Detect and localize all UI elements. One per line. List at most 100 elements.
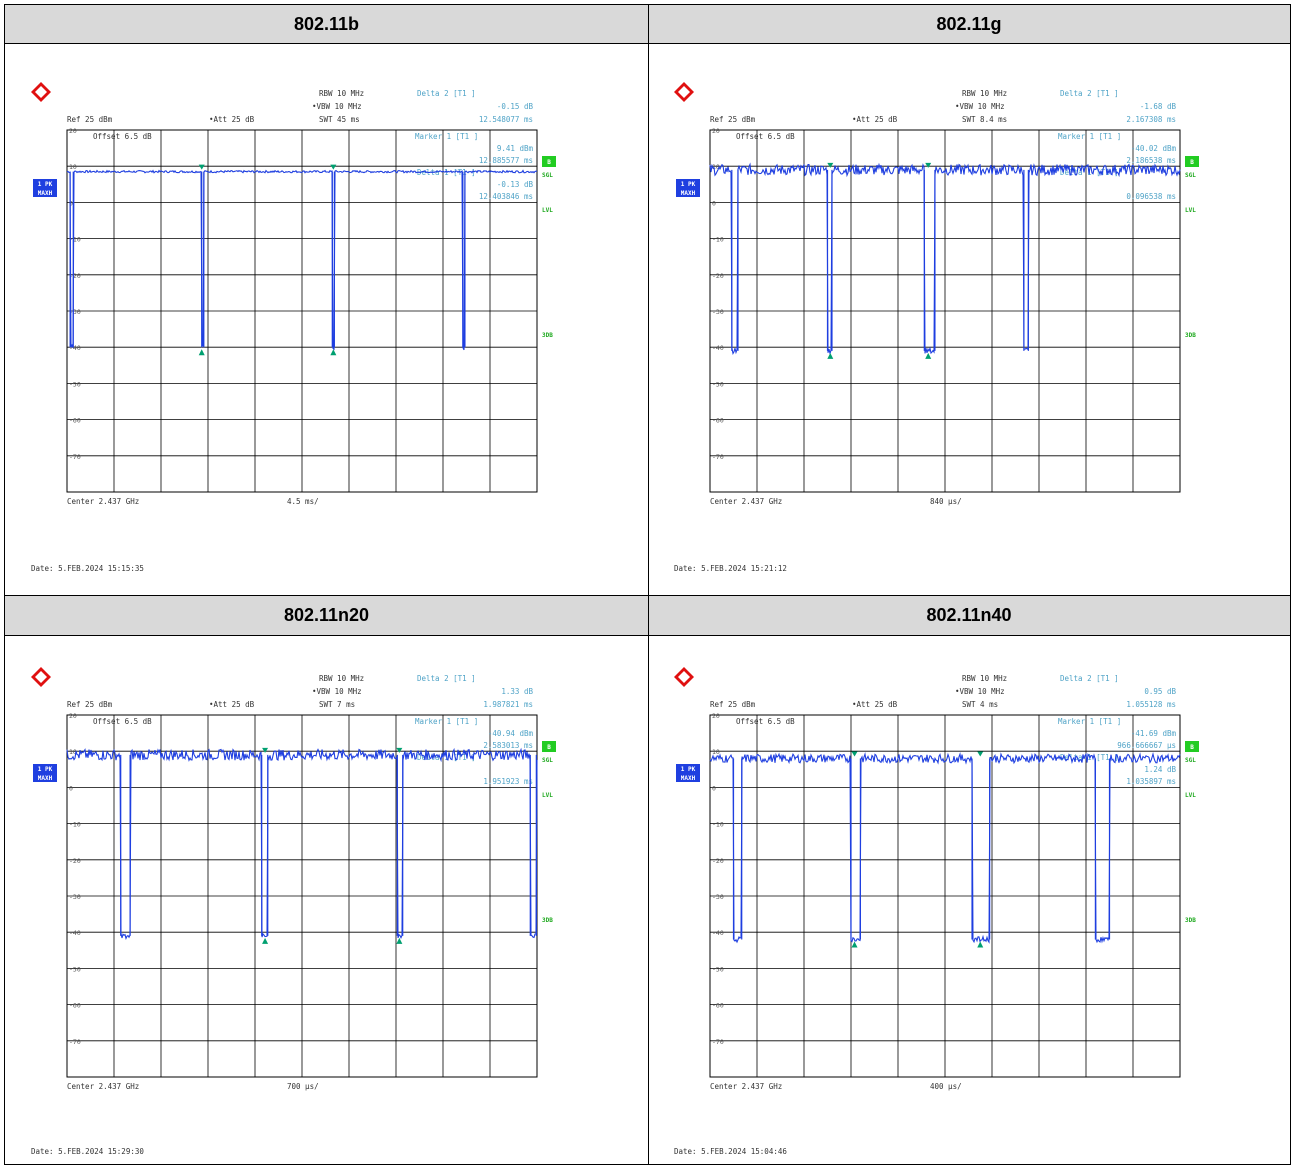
date-label: Date: 5.FEB.2024 15:04:46 [674, 1147, 787, 1156]
marker1-label: Marker 1 [T1 ] [1058, 132, 1121, 141]
delta1-time: 1.035897 ms [1126, 777, 1176, 786]
y-tick-label: -20 [712, 857, 724, 865]
marker-delta2-label: Delta 2 [T1 ] [417, 89, 476, 98]
sweep-badge [1185, 156, 1199, 167]
y-tick-label: 0 [69, 784, 73, 792]
swt-label: SWT 4 ms [962, 700, 998, 709]
y-tick-label: 10 [712, 163, 720, 171]
y-tick-label: -50 [69, 965, 81, 973]
y-tick-label: -10 [69, 821, 81, 829]
marker-delta2-level: 0.95 dB [1144, 687, 1176, 696]
marker1-level: 9.41 dBm [497, 144, 534, 153]
y-tick-label: 0 [69, 199, 73, 207]
marker-triangle [827, 162, 834, 168]
trace-line [66, 747, 538, 940]
marker-triangle [977, 751, 984, 757]
rbw-label: RBW 10 MHz [319, 674, 364, 683]
marker1-label: Marker 1 [T1 ] [415, 717, 478, 726]
sgl-label: SGL [542, 757, 553, 764]
trace-mode-badge [676, 764, 700, 782]
y-tick-label: -70 [712, 1038, 724, 1046]
y-tick-label: -50 [712, 965, 724, 973]
date-label: Date: 5.FEB.2024 15:21:12 [674, 564, 787, 573]
marker-delta2-label: Delta 2 [T1 ] [1060, 674, 1119, 683]
marker1-label: Marker 1 [T1 ] [1058, 717, 1121, 726]
trace-detector-label: MAXH [38, 190, 53, 197]
y-tick-label: -10 [69, 236, 81, 244]
ref-level-label: Ref 25 dBm [710, 115, 756, 124]
center-frequency-label: Center 2.437 GHz [67, 497, 139, 506]
rbw-label: RBW 10 MHz [319, 89, 364, 98]
date-label: Date: 5.FEB.2024 15:15:35 [31, 564, 144, 573]
att-label: •Att 25 dB [852, 700, 898, 709]
threshold-label: 3DB [1185, 332, 1196, 339]
swt-label: SWT 45 ms [319, 115, 360, 124]
ref-level-label: Ref 25 dBm [710, 700, 756, 709]
sgl-label: SGL [1185, 172, 1196, 179]
marker-delta2-label: Delta 2 [T1 ] [1060, 89, 1119, 98]
center-frequency-label: Center 2.437 GHz [67, 1082, 139, 1091]
time-per-division-label: 840 µs/ [930, 497, 962, 506]
spectrum-plot-802-11n40: Ref 25 dBm •Att 25 dB RBW 10 MHz •VBW 10 MH… [674, 667, 1199, 1156]
y-tick-label: -40 [69, 929, 81, 937]
marker1-time: 2.583013 ms [483, 741, 533, 750]
y-tick-label: -40 [712, 344, 724, 352]
marker-triangle [262, 747, 269, 753]
trace-mode-label: 1 PK [681, 766, 696, 773]
y-tick-label: 20 [712, 712, 720, 720]
marker-triangle-low [262, 937, 269, 944]
logo-inner [678, 671, 690, 683]
center-frequency-label: Center 2.437 GHz [710, 1082, 782, 1091]
y-tick-label: 20 [69, 712, 77, 720]
vbw-label: •VBW 10 MHz [312, 687, 362, 696]
sweep-badge [1185, 741, 1199, 752]
marker-triangle-low [827, 352, 834, 359]
ref-level-label: Ref 25 dBm [67, 700, 113, 709]
marker-delta2-time: 2.167308 ms [1126, 115, 1176, 124]
marker-delta2-label: Delta 2 [T1 ] [417, 674, 476, 683]
rohde-schwarz-logo-icon [31, 667, 51, 687]
spectrum-plot-802-11n20: Ref 25 dBm •Att 25 dB RBW 10 MHz •VBW 10 MH… [31, 667, 556, 1156]
trace-mode-badge [676, 179, 700, 197]
sweep-badge [542, 156, 556, 167]
y-tick-label: -20 [69, 857, 81, 865]
y-tick-label: -60 [69, 1002, 81, 1010]
marker1-level: -40.02 dBm [1131, 144, 1177, 153]
logo-inner [35, 671, 47, 683]
marker-delta2-time: 1.987821 ms [483, 700, 533, 709]
y-tick-label: 20 [69, 127, 77, 135]
y-tick-label: -40 [69, 344, 81, 352]
y-tick-label: -70 [69, 1038, 81, 1046]
rohde-schwarz-logo-icon [674, 82, 694, 102]
y-tick-label: -20 [712, 272, 724, 280]
delta1-level: -0.13 dB [497, 180, 534, 189]
trace-mode-badge [33, 764, 57, 782]
y-tick-label: 10 [69, 163, 77, 171]
y-tick-label: 10 [712, 748, 720, 756]
vbw-label: •VBW 10 MHz [955, 102, 1005, 111]
offset-label: Offset 6.5 dB [93, 132, 152, 141]
plot-802-11g: Ref 25 dBm •Att 25 dB RBW 10 MHz •VBW 10 MH… [658, 70, 1288, 580]
header-802-11n40: 802.11n40 [648, 595, 1290, 636]
delta1-time: 12.403846 ms [479, 192, 533, 201]
y-tick-label: -50 [69, 380, 81, 388]
vbw-label: •VBW 10 MHz [312, 102, 362, 111]
trace-mode-label: 1 PK [38, 766, 53, 773]
time-per-division-label: 4.5 ms/ [287, 497, 319, 506]
sweep-badge-label: B [547, 744, 551, 751]
marker-delta2-time: 12.548077 ms [479, 115, 533, 124]
logo-inner [678, 86, 690, 98]
trace-detector-label: MAXH [681, 775, 696, 782]
threshold-label: 3DB [542, 332, 553, 339]
marker-triangle-low [198, 349, 205, 356]
y-tick-label: -60 [712, 1002, 724, 1010]
sgl-label: SGL [542, 172, 553, 179]
offset-label: Offset 6.5 dB [93, 717, 152, 726]
y-tick-label: 10 [69, 748, 77, 756]
marker-triangle [330, 164, 337, 170]
y-tick-label: -60 [712, 417, 724, 425]
y-tick-label: -30 [712, 893, 724, 901]
marker-triangle [198, 164, 205, 170]
lvl-label: LVL [542, 207, 553, 214]
center-frequency-label: Center 2.437 GHz [710, 497, 782, 506]
